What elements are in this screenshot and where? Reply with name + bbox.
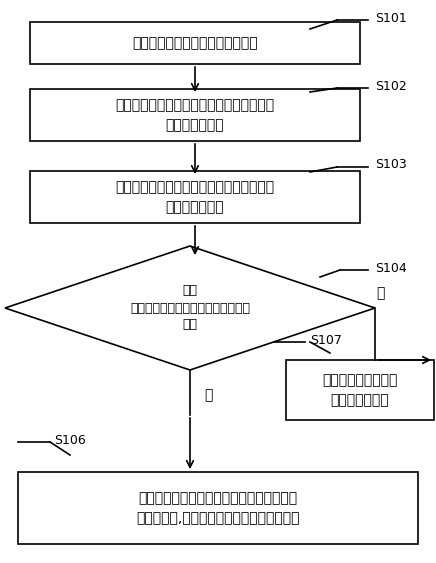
Text: S106: S106 [54,434,86,446]
Text: S104: S104 [375,261,407,275]
Text: S102: S102 [375,79,407,92]
Bar [30,89,360,141]
Text: 通过上述第一播放器
播放待播放频道: 通过上述第一播放器 播放待播放频道 [322,373,398,406]
Text: S101: S101 [375,11,407,25]
Bar [30,171,360,223]
Text: 否: 否 [376,286,384,300]
Text: 判断
是否存在第二播放器播放当前播放频
道？: 判断 是否存在第二播放器播放当前播放频 道？ [130,284,250,332]
Text: 根据媒体播放请求包括的待播放频道标识，
启动第一播放器: 根据媒体播放请求包括的待播放频道标识， 启动第一播放器 [116,99,275,132]
Text: 根据媒体播放请求包括的待播放频道标识，
下载待播放数据: 根据媒体播放请求包括的待播放频道标识， 下载待播放数据 [116,180,275,214]
Polygon shape [5,246,375,370]
Text: 将第二播放器使用的屏幕显示控件绑定到第
一播放器上,通过第一播放器播放待播放频道: 将第二播放器使用的屏幕显示控件绑定到第 一播放器上,通过第一播放器播放待播放频道 [136,491,300,525]
Text: S107: S107 [310,333,342,346]
Bar [18,472,418,544]
Bar [30,22,360,64]
Text: S103: S103 [375,159,407,172]
Text: 是: 是 [204,388,212,402]
Text: 接收控制设备发送的媒体播放请求: 接收控制设备发送的媒体播放请求 [132,36,258,50]
Bar [286,360,434,420]
